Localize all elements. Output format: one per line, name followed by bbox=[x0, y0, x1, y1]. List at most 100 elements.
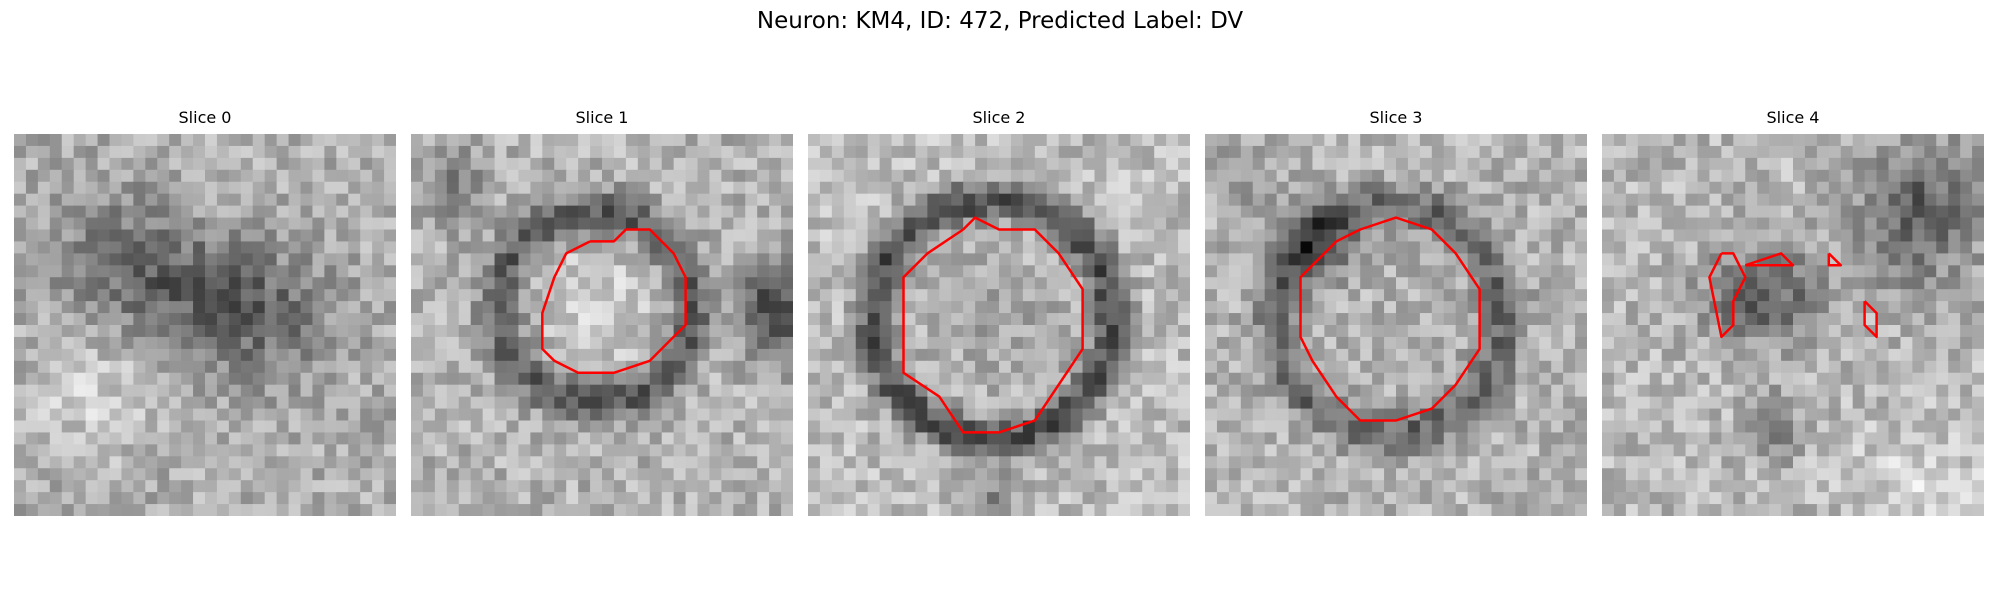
image-pixel bbox=[1503, 325, 1516, 338]
image-pixel bbox=[133, 408, 146, 422]
image-pixel bbox=[661, 492, 675, 505]
image-pixel bbox=[649, 504, 663, 516]
image-pixel bbox=[685, 169, 699, 183]
image-pixel bbox=[360, 384, 373, 398]
image-pixel bbox=[987, 313, 1000, 326]
image-pixel bbox=[61, 456, 75, 469]
image-pixel bbox=[193, 420, 206, 434]
image-pixel bbox=[1649, 181, 1663, 195]
image-pixel bbox=[1551, 468, 1564, 481]
image-pixel bbox=[1372, 468, 1385, 481]
image-pixel bbox=[891, 217, 905, 231]
image-pixel bbox=[1216, 432, 1230, 445]
image-pixel bbox=[25, 336, 39, 350]
image-pixel bbox=[1936, 181, 1949, 195]
image-pixel bbox=[590, 468, 603, 481]
image-pixel bbox=[867, 241, 881, 254]
image-pixel bbox=[781, 193, 793, 207]
image-pixel bbox=[1613, 372, 1627, 386]
image-pixel bbox=[554, 193, 567, 207]
image-pixel bbox=[1539, 289, 1552, 302]
image-pixel bbox=[709, 504, 722, 516]
image-pixel bbox=[1563, 336, 1576, 350]
image-pixel bbox=[1407, 468, 1421, 481]
image-pixel bbox=[109, 134, 123, 147]
image-pixel bbox=[506, 372, 520, 386]
image-pixel bbox=[458, 289, 472, 302]
image-pixel bbox=[1336, 408, 1349, 422]
image-pixel bbox=[1781, 432, 1794, 445]
image-pixel bbox=[1793, 289, 1806, 302]
image-pixel bbox=[1527, 348, 1540, 362]
image-pixel bbox=[530, 277, 543, 290]
image-pixel bbox=[1467, 444, 1481, 457]
image-pixel bbox=[1276, 169, 1290, 183]
image-pixel bbox=[1324, 134, 1337, 147]
image-pixel bbox=[384, 432, 396, 445]
image-pixel bbox=[709, 360, 722, 374]
image-pixel bbox=[1661, 432, 1675, 445]
image-pixel bbox=[819, 432, 833, 445]
image-pixel bbox=[360, 205, 373, 219]
image-pixel bbox=[1804, 396, 1818, 410]
slice-image-1 bbox=[411, 134, 793, 516]
image-pixel bbox=[927, 265, 940, 278]
image-pixel bbox=[85, 277, 99, 290]
image-pixel bbox=[733, 325, 746, 338]
image-pixel bbox=[1443, 313, 1457, 326]
image-pixel bbox=[554, 348, 567, 362]
image-pixel bbox=[915, 169, 928, 183]
image-pixel bbox=[769, 145, 782, 159]
image-pixel bbox=[1491, 145, 1505, 159]
image-pixel bbox=[915, 313, 928, 326]
image-pixel bbox=[1733, 134, 1746, 147]
image-pixel bbox=[542, 396, 555, 410]
image-pixel bbox=[518, 289, 531, 302]
image-pixel bbox=[963, 372, 976, 386]
image-pixel bbox=[61, 468, 75, 481]
image-pixel bbox=[673, 444, 687, 457]
image-pixel bbox=[288, 468, 302, 481]
image-pixel bbox=[697, 456, 711, 469]
image-pixel bbox=[1602, 360, 1615, 374]
image-pixel bbox=[843, 157, 857, 171]
image-pixel bbox=[1419, 265, 1433, 278]
image-pixel bbox=[1697, 277, 1711, 290]
image-pixel bbox=[637, 277, 651, 290]
image-pixel bbox=[951, 336, 964, 350]
image-pixel bbox=[709, 265, 722, 278]
image-pixel bbox=[1276, 301, 1290, 314]
image-pixel bbox=[927, 134, 940, 147]
image-pixel bbox=[121, 253, 134, 266]
image-pixel bbox=[1022, 229, 1036, 243]
image-pixel bbox=[1515, 301, 1528, 314]
image-pixel bbox=[578, 348, 591, 362]
image-pixel bbox=[554, 504, 567, 516]
image-pixel bbox=[360, 313, 373, 326]
image-pixel bbox=[855, 468, 869, 481]
image-pixel bbox=[1602, 372, 1615, 386]
image-pixel bbox=[324, 193, 337, 207]
image-pixel bbox=[963, 313, 976, 326]
image-pixel bbox=[1781, 217, 1794, 231]
image-pixel bbox=[411, 384, 424, 398]
image-pixel bbox=[446, 432, 460, 445]
image-pixel bbox=[458, 408, 472, 422]
image-pixel bbox=[1106, 217, 1119, 231]
image-pixel bbox=[808, 241, 821, 254]
image-pixel bbox=[372, 277, 385, 290]
image-pixel bbox=[1106, 492, 1119, 505]
image-pixel bbox=[216, 396, 230, 410]
image-pixel bbox=[1431, 432, 1445, 445]
image-pixel bbox=[1252, 205, 1266, 219]
image-pixel bbox=[336, 205, 349, 219]
image-pixel bbox=[1637, 289, 1651, 302]
image-pixel bbox=[1900, 384, 1913, 398]
image-pixel bbox=[458, 444, 472, 457]
image-pixel bbox=[769, 265, 782, 278]
image-pixel bbox=[808, 157, 821, 171]
image-pixel bbox=[288, 229, 302, 243]
image-pixel bbox=[1396, 301, 1409, 314]
image-pixel bbox=[193, 384, 206, 398]
image-pixel bbox=[975, 372, 988, 386]
